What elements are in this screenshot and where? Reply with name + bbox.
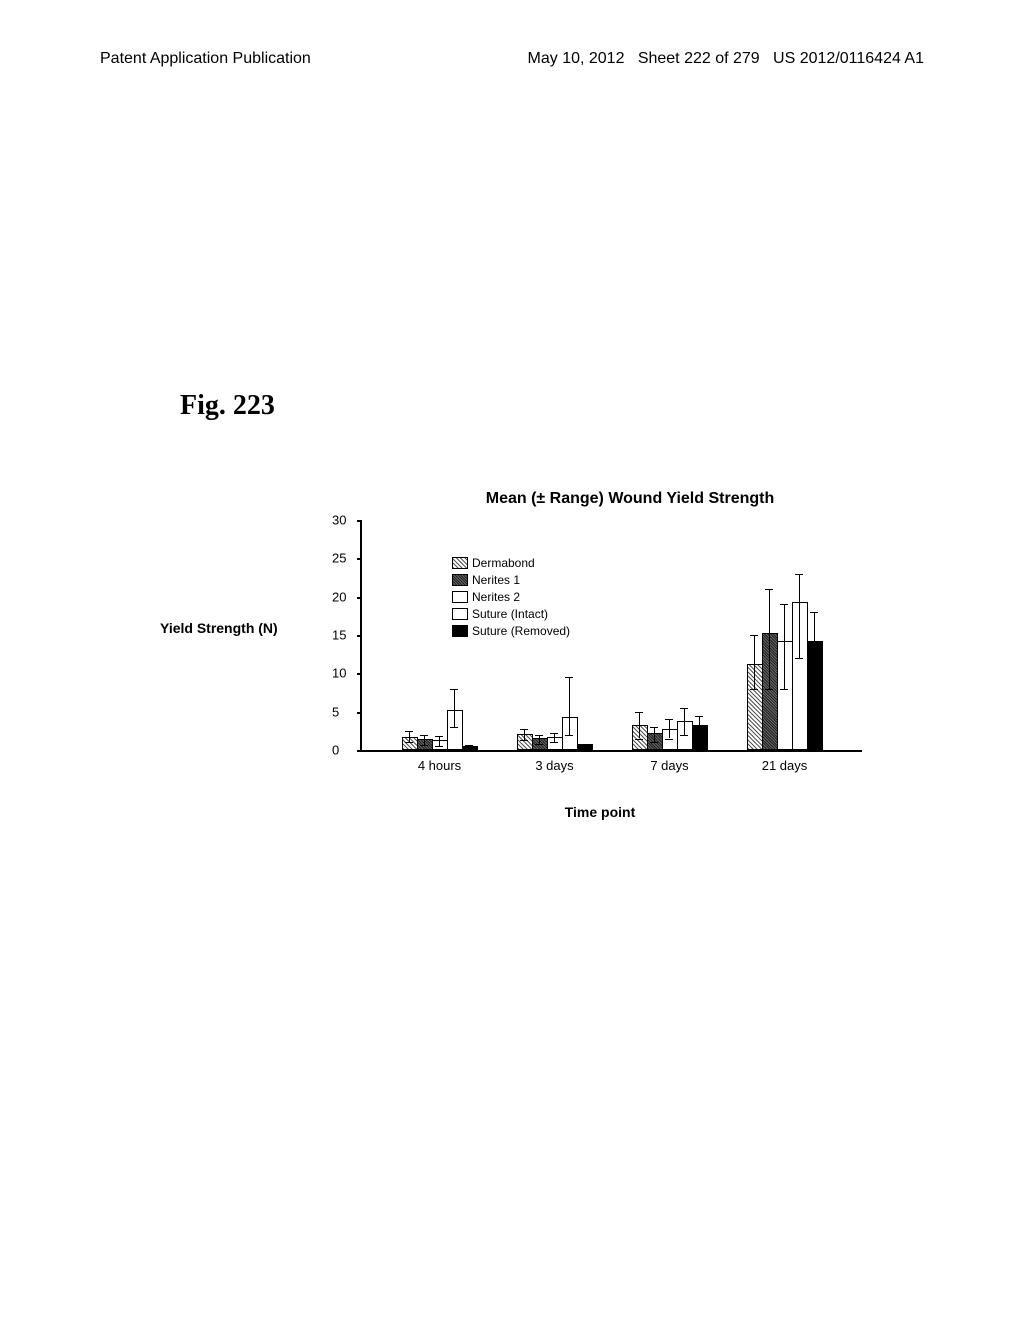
bar (447, 710, 463, 750)
legend: DermabondNerites 1Nerites 2Suture (Intac… (452, 555, 570, 640)
y-tick: 0 (332, 743, 339, 758)
y-axis-label: Yield Strength (N) (160, 620, 278, 636)
yield-strength-chart: Mean (± Range) Wound Yield Strength Yiel… (320, 490, 880, 810)
legend-label: Dermabond (472, 555, 535, 571)
figure-label: Fig. 223 (180, 390, 275, 422)
legend-swatch (452, 574, 468, 586)
bar (762, 633, 778, 750)
legend-label: Suture (Removed) (472, 623, 570, 639)
x-tick-label: 4 hours (418, 758, 461, 773)
bar (807, 641, 823, 750)
x-tick-label: 21 days (762, 758, 808, 773)
chart-title: Mean (± Range) Wound Yield Strength (380, 490, 880, 508)
legend-swatch (452, 557, 468, 569)
y-tick: 25 (332, 551, 346, 566)
legend-item: Nerites 2 (452, 589, 570, 605)
legend-label: Nerites 1 (472, 572, 520, 588)
legend-swatch (452, 591, 468, 603)
y-tick: 15 (332, 628, 346, 643)
bar (647, 733, 663, 750)
bar (747, 664, 763, 750)
page-header: Patent Application Publication May 10, 2… (0, 50, 1024, 68)
bar (792, 602, 808, 750)
x-tick-label: 7 days (650, 758, 688, 773)
bar (517, 734, 533, 750)
legend-label: Nerites 2 (472, 589, 520, 605)
y-tick: 30 (332, 513, 346, 528)
legend-item: Suture (Removed) (452, 623, 570, 639)
legend-swatch (452, 608, 468, 620)
y-tick: 5 (332, 704, 339, 719)
bar (692, 725, 708, 750)
x-tick-label: 3 days (535, 758, 573, 773)
legend-item: Suture (Intact) (452, 606, 570, 622)
y-tick: 10 (332, 666, 346, 681)
legend-item: Nerites 1 (452, 572, 570, 588)
bar (632, 725, 648, 750)
y-tick: 20 (332, 589, 346, 604)
legend-item: Dermabond (452, 555, 570, 571)
header-left: Patent Application Publication (100, 50, 311, 68)
x-axis-label: Time point (565, 804, 636, 820)
plot-area: DermabondNerites 1Nerites 2Suture (Intac… (360, 520, 862, 752)
header-right: May 10, 2012 Sheet 222 of 279 US 2012/01… (528, 50, 924, 68)
bar (777, 641, 793, 750)
legend-swatch (452, 625, 468, 637)
legend-label: Suture (Intact) (472, 606, 548, 622)
